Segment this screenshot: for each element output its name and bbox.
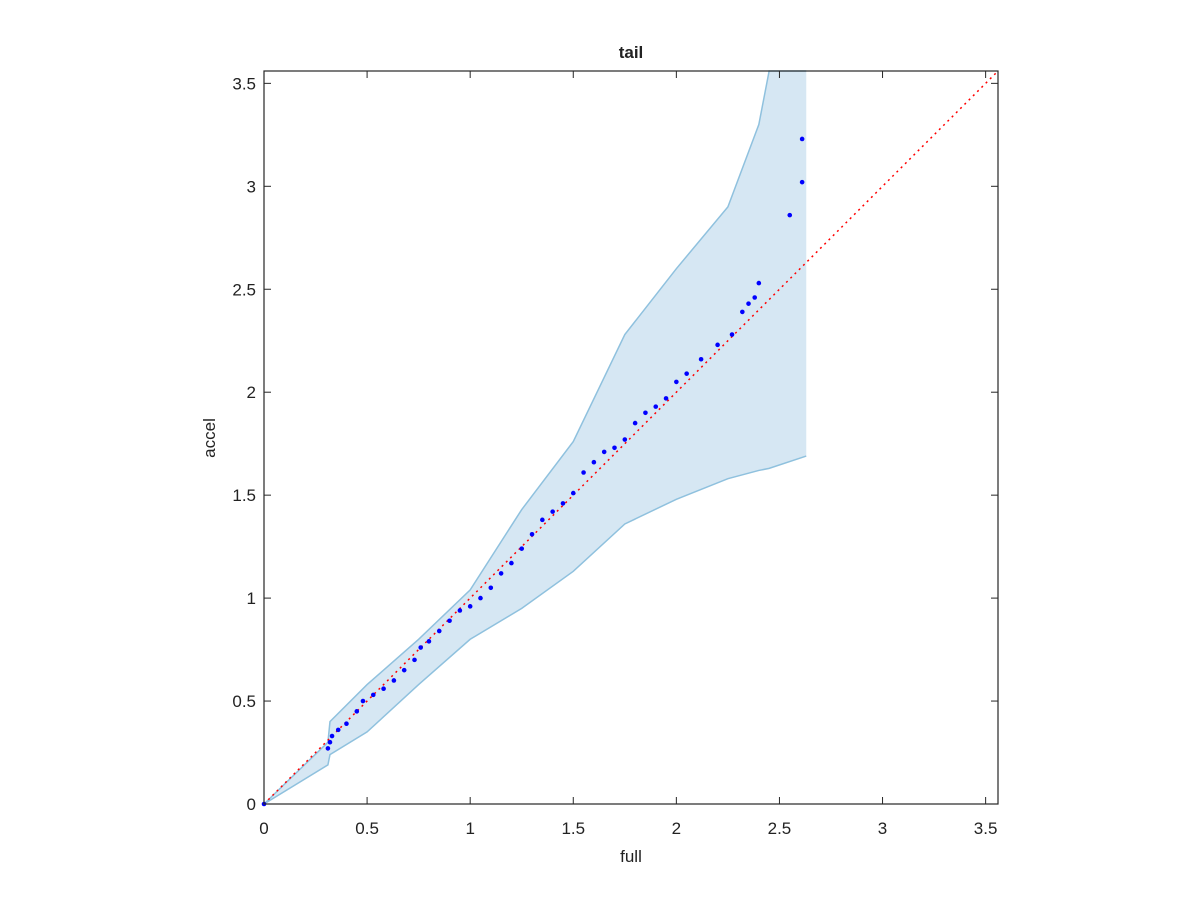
point: [344, 721, 349, 726]
x-tick-label: 1.5: [561, 819, 585, 838]
point: [488, 585, 494, 591]
point: [632, 420, 638, 426]
y-axis-label: accel: [200, 418, 219, 458]
point: [498, 571, 504, 576]
point: [799, 179, 805, 185]
point: [529, 531, 535, 537]
x-tick-label: 0: [259, 819, 268, 838]
point: [674, 379, 679, 385]
point: [715, 342, 720, 348]
point: [540, 517, 545, 523]
point: [325, 746, 331, 751]
point: [746, 301, 751, 306]
point: [560, 501, 566, 506]
point: [412, 657, 417, 663]
point: [684, 371, 689, 376]
point: [478, 595, 483, 601]
y-tick-label: 0.5: [232, 692, 256, 711]
point: [752, 295, 758, 300]
axes-box: [263, 70, 999, 805]
confidence-band: [264, 71, 807, 804]
point: [354, 709, 360, 714]
point: [436, 628, 442, 634]
chart-title: tail: [619, 43, 644, 62]
band-upper: [263, 70, 807, 805]
y-tick-label: 1.5: [232, 486, 256, 505]
band-lower: [263, 455, 807, 805]
point: [612, 445, 617, 451]
point: [391, 678, 397, 683]
point: [729, 332, 735, 337]
point: [550, 509, 555, 514]
point: [426, 639, 432, 644]
point: [601, 449, 607, 455]
x-tick-label: 3.5: [974, 819, 998, 838]
point: [457, 608, 463, 613]
point: [509, 560, 514, 566]
y-tick-label: 1: [247, 589, 256, 608]
y-tick-label: 2.5: [232, 280, 256, 299]
x-tick-label: 0.5: [355, 819, 379, 838]
point: [570, 490, 576, 496]
x-tick-label: 3: [878, 819, 887, 838]
point: [360, 698, 366, 704]
point: [519, 546, 525, 551]
point: [467, 604, 473, 609]
point: [643, 410, 648, 416]
point: [740, 309, 745, 315]
point: [370, 692, 376, 698]
point: [447, 618, 452, 624]
point: [698, 356, 704, 362]
x-tick-label: 1: [465, 819, 474, 838]
point: [622, 437, 628, 442]
point: [329, 733, 335, 739]
point: [327, 739, 333, 745]
x-axis-label: full: [620, 847, 642, 866]
point: [381, 686, 386, 691]
point: [799, 136, 805, 142]
point: [401, 667, 407, 673]
x-tick-label: 2.5: [768, 819, 792, 838]
y-tick-label: 3: [247, 177, 256, 196]
point: [653, 404, 659, 409]
y-tick-label: 3.5: [232, 74, 256, 93]
point: [418, 645, 423, 650]
point: [591, 459, 597, 465]
point: [663, 396, 669, 401]
y-tick-label: 0: [247, 795, 256, 814]
point: [335, 727, 341, 733]
reference-line: [263, 70, 999, 805]
y-tick-label: 2: [247, 383, 256, 402]
point: [756, 280, 762, 286]
point: [581, 470, 586, 475]
x-tick-label: 2: [672, 819, 681, 838]
point: [787, 212, 793, 218]
